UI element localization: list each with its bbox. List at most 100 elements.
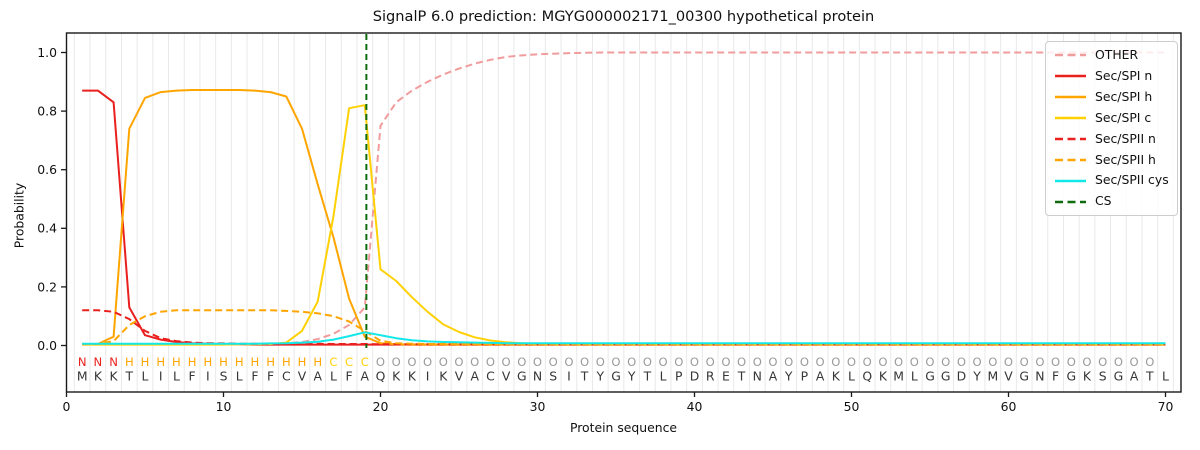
annotation-letter: H xyxy=(282,355,291,369)
residue-letter: D xyxy=(690,369,700,384)
annotation-letter: H xyxy=(125,355,134,369)
annotation-letter: O xyxy=(392,355,401,369)
annotation-letter: O xyxy=(973,355,982,369)
residue-letter: K xyxy=(392,369,401,384)
residue-letter: K xyxy=(408,369,417,384)
residue-letter: A xyxy=(313,369,322,384)
legend-item-cs: CS xyxy=(1055,192,1177,212)
residue-letter: T xyxy=(737,369,746,384)
annotation-letter: O xyxy=(1051,355,1060,369)
legend-label: Sec/SPI h xyxy=(1095,88,1153,104)
y-tick-label: 1.0 xyxy=(37,45,57,60)
annotation-letter: O xyxy=(894,355,903,369)
legend-item-sec-spii-n: Sec/SPII n xyxy=(1055,129,1177,149)
annotation-letter: H xyxy=(235,355,244,369)
legend-label: Sec/SPII h xyxy=(1095,151,1156,167)
annotation-letter: O xyxy=(1004,355,1013,369)
legend-line-swatch xyxy=(1055,158,1086,162)
y-tick-label: 0.8 xyxy=(37,104,57,119)
plot-border xyxy=(65,32,1182,393)
annotation-letter: O xyxy=(988,355,997,369)
annotation-letter: O xyxy=(674,355,683,369)
legend-line-swatch xyxy=(1055,75,1086,78)
annotation-letter: O xyxy=(831,355,840,369)
annotation-letter: H xyxy=(203,355,212,369)
residue-letter: L xyxy=(911,369,918,384)
annotation-letter: O xyxy=(1145,355,1154,369)
residue-letter: C xyxy=(486,369,495,384)
annotation-letter: O xyxy=(816,355,825,369)
annotation-letter: O xyxy=(1067,355,1076,369)
annotation-letter: C xyxy=(329,355,337,369)
residue-letter: S xyxy=(549,369,557,384)
residue-letter: V xyxy=(298,369,307,384)
residue-letter: Y xyxy=(627,369,636,384)
annotation-letter: O xyxy=(768,355,777,369)
annotation-letter: O xyxy=(454,355,463,369)
x-tick-label: 0 xyxy=(63,399,71,414)
legend: OTHER Sec/SPI n Sec/SPI h Sec/SPI c Sec/SPII… xyxy=(1045,41,1178,216)
annotation-letter: O xyxy=(486,355,495,369)
chart-title: SignalP 6.0 prediction: MGYG000002171_00… xyxy=(372,8,875,25)
y-axis-label: Probability xyxy=(11,182,27,249)
legend-label: Sec/SPI n xyxy=(1095,68,1153,84)
residue-letter: K xyxy=(94,369,103,384)
annotation-letter: O xyxy=(721,355,730,369)
annotation-letter: H xyxy=(172,355,181,369)
series-sec-spii-cys xyxy=(82,331,1166,345)
annotation-letter: O xyxy=(1020,355,1029,369)
residue-letter: V xyxy=(502,369,511,384)
residue-letter: K xyxy=(879,369,888,384)
annotation-letter: O xyxy=(517,355,526,369)
annotation-letter: H xyxy=(298,355,307,369)
annotation-letter: N xyxy=(109,355,118,369)
annotation-letter: O xyxy=(784,355,793,369)
residue-letter: I xyxy=(426,369,430,384)
residue-letter: A xyxy=(769,369,778,384)
annotation-letter: O xyxy=(1114,355,1123,369)
legend-line-swatch xyxy=(1055,95,1086,99)
annotation-letter: O xyxy=(423,355,432,369)
x-tick-label: 20 xyxy=(373,399,389,414)
residue-letter: S xyxy=(1099,369,1107,384)
annotation-letter: O xyxy=(1082,355,1091,369)
x-tick-label: 60 xyxy=(1001,399,1017,414)
residue-letter: V xyxy=(455,369,464,384)
x-tick-label: 50 xyxy=(844,399,860,414)
residue-letter: Y xyxy=(596,369,605,384)
annotation-letter: O xyxy=(737,355,746,369)
annotation-letter: O xyxy=(407,355,416,369)
residue-letter: L xyxy=(236,369,243,384)
residue-letter: T xyxy=(1145,369,1154,384)
legend-item-sec-spii-h: Sec/SPII h xyxy=(1055,150,1177,170)
legend-line-swatch xyxy=(1055,137,1086,141)
annotation-letter: O xyxy=(596,355,605,369)
residue-letter: M xyxy=(987,369,998,384)
y-axis-ticks: 0.0 0.2 0.4 0.6 0.8 1.0 xyxy=(37,45,67,353)
legend-item-sec-spii-cys: Sec/SPII cys xyxy=(1055,171,1177,191)
x-axis-label: Protein sequence xyxy=(569,420,678,435)
annotation-letter: O xyxy=(533,355,542,369)
residue-letter: F xyxy=(346,369,353,384)
annotation-letter: O xyxy=(847,355,856,369)
x-tick-label: 10 xyxy=(216,399,232,414)
residue-letter: L xyxy=(1162,369,1169,384)
residue-letter: T xyxy=(643,369,652,384)
residue-letter: F xyxy=(1052,369,1059,384)
annotation-letter: O xyxy=(549,355,558,369)
residue-letter: Y xyxy=(784,369,793,384)
residue-letter: L xyxy=(330,369,337,384)
annotation-letter: O xyxy=(580,355,589,369)
y-tick-label: 0.4 xyxy=(37,221,57,236)
residue-letter: G xyxy=(611,369,621,384)
residue-letter: G xyxy=(1114,369,1124,384)
residue-letter: R xyxy=(706,369,715,384)
annotation-letter: O xyxy=(1130,355,1139,369)
annotation-letter: H xyxy=(188,355,197,369)
annotation-letter: O xyxy=(643,355,652,369)
residue-letter: L xyxy=(848,369,855,384)
annotation-letter: O xyxy=(439,355,448,369)
